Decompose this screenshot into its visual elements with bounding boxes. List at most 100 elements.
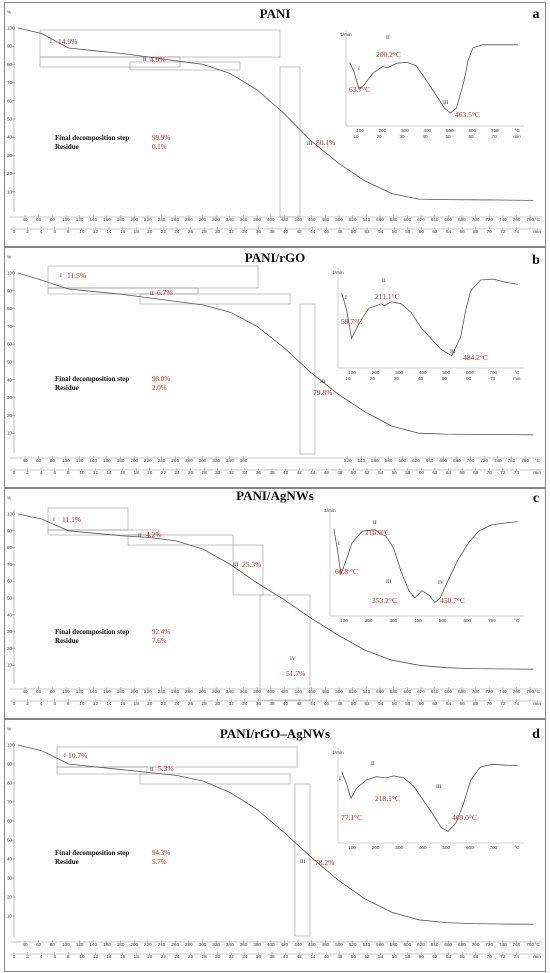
y-tick-label: 70 — [7, 562, 13, 567]
y-tick-label: 90 — [7, 288, 13, 293]
x-time-tick-label: 74 — [514, 470, 520, 475]
dtg-peak-temperature: 77.1°C — [341, 813, 362, 822]
x-time-tick-label: 48 — [337, 229, 343, 234]
tg-curve — [17, 744, 534, 925]
inset-temp-tick-label: °C — [514, 845, 520, 850]
dtg-peak-number: I — [339, 776, 341, 782]
y-tick-label: 70 — [7, 800, 13, 805]
dtg-peak-temperature: 353.2°C — [372, 596, 397, 605]
x-time-tick-label: 40 — [283, 470, 289, 475]
x-temp-tick-label: 600 — [403, 217, 411, 222]
x-time-tick-label: 62 — [432, 954, 438, 959]
inset-time-tick-label: 30 — [394, 376, 400, 381]
y-tick-label: 30 — [7, 629, 13, 634]
x-time-tick-label: 16 — [120, 470, 126, 475]
x-time-tick-label: 28 — [202, 701, 208, 706]
step-construction-box — [294, 783, 311, 937]
x-time-tick-label: 8 — [67, 954, 70, 959]
step-construction-box — [56, 766, 148, 775]
step-number: III — [300, 859, 306, 865]
x-time-tick-label: 12 — [93, 229, 99, 234]
x-time-tick-label: 50 — [351, 470, 357, 475]
x-time-tick-label: 72 — [500, 470, 506, 475]
y-tick-label: 80 — [7, 545, 13, 550]
x-temp-unit: °C — [535, 217, 541, 223]
x-time-tick-label: 52 — [364, 701, 370, 706]
x-temp-tick-label: 260 — [171, 458, 179, 463]
x-time-tick-label: 44 — [310, 954, 316, 959]
x-time-tick-label: 12 — [93, 701, 99, 706]
x-temp-tick-label: 280 — [185, 689, 193, 694]
x-time-tick-label: 60 — [419, 229, 425, 234]
final-decomposition-value: 99.9% — [152, 134, 170, 142]
x-temp-tick-label: 760 — [513, 942, 521, 947]
x-time-tick-label: 64 — [446, 954, 452, 959]
x-temp-unit: °C — [535, 942, 541, 948]
inset-temp-tick-label: °C — [514, 618, 520, 623]
x-temp-tick-label: 600 — [403, 689, 411, 694]
x-temp-tick-label: 160 — [103, 942, 111, 947]
x-time-tick-label: 72 — [500, 954, 506, 959]
inset-temp-tick-label: 700 — [491, 128, 499, 133]
y-tick-label: 50 — [7, 117, 13, 122]
x-time-tick-label: 70 — [487, 229, 493, 234]
x-time-tick-label: 68 — [473, 701, 479, 706]
dtg-peak-number: III — [436, 784, 442, 790]
x-time-tick-label: 12 — [93, 470, 99, 475]
x-temp-tick-label: 720 — [485, 217, 493, 222]
inset-time-tick-label: 70 — [490, 376, 496, 381]
x-time-tick-label: 18 — [134, 470, 140, 475]
x-temp-tick-label: 760 — [513, 217, 521, 222]
tg-curve — [17, 272, 534, 436]
x-temp-tick-label: 40 — [22, 689, 28, 694]
x-time-tick-label: 70 — [487, 701, 493, 706]
inset-temp-tick-label: 200 — [365, 618, 373, 623]
y-tick-label: 70 — [7, 80, 13, 85]
x-temp-tick-label: 400 — [267, 217, 275, 222]
x-temp-tick-label: 700 — [472, 689, 480, 694]
tg-curve — [17, 27, 534, 201]
panel-frame — [4, 2, 546, 247]
inset-temp-tick-label: 100 — [348, 370, 356, 375]
inset-temp-tick-label: 400 — [419, 370, 427, 375]
panel-title: PANI/rGO–AgNWs — [220, 726, 330, 741]
dtg-curve — [333, 521, 518, 604]
inset-temp-tick-label: 300 — [395, 845, 403, 850]
x-temp-tick-label: 220 — [144, 458, 152, 463]
x-time-tick-label: 30 — [215, 229, 221, 234]
residue-value: 5.7% — [152, 858, 167, 866]
x-temp-tick-label: 780 — [526, 217, 534, 222]
inset-temp-tick-label: 400 — [424, 128, 432, 133]
y-tick-label: 50 — [7, 596, 13, 601]
inset-time-tick-label: 30 — [399, 134, 405, 139]
step-construction-box — [139, 293, 291, 305]
x-temp-tick-label: 520 — [349, 217, 357, 222]
x-temp-tick-label: 100 — [62, 942, 70, 947]
inset-temp-tick-label: 600 — [466, 370, 474, 375]
x-time-tick-label: 44 — [310, 701, 316, 706]
dtg-peak-temperature: 450.7°C — [440, 596, 465, 605]
x-temp-tick-label: 580 — [390, 217, 398, 222]
x-temp-tick-label: 560 — [376, 942, 384, 947]
step-number: II — [138, 533, 142, 539]
inset-temp-tick-label: 200 — [379, 128, 387, 133]
x-time-tick-label: 74 — [514, 954, 520, 959]
x-time-tick-label: 24 — [174, 470, 180, 475]
x-time-tick-label: 8 — [67, 701, 70, 706]
x-temp-tick-label: 260 — [171, 217, 179, 222]
final-decomposition-label: Final decomposition step — [55, 134, 129, 142]
inset-temp-tick-label: 400 — [419, 845, 427, 850]
inset-time-tick-label: 60 — [466, 376, 472, 381]
x-time-tick-label: 44 — [310, 470, 316, 475]
x-time-tick-label: 10 — [79, 229, 85, 234]
inset-time-tick-label: 50 — [445, 134, 451, 139]
x-temp-tick-label: 220 — [144, 217, 152, 222]
x-time-tick-label: 60 — [419, 701, 425, 706]
step-mass-loss: 11.1% — [62, 515, 81, 524]
x-temp-tick-label: 180 — [117, 217, 125, 222]
x-temp-tick-label: 220 — [144, 689, 152, 694]
y-tick-label: 30 — [7, 153, 13, 158]
x-time-tick-label: 70 — [487, 470, 493, 475]
x-time-tick-label: 4 — [40, 229, 43, 234]
dtg-peak-temperature: 59.7°C — [341, 317, 362, 326]
